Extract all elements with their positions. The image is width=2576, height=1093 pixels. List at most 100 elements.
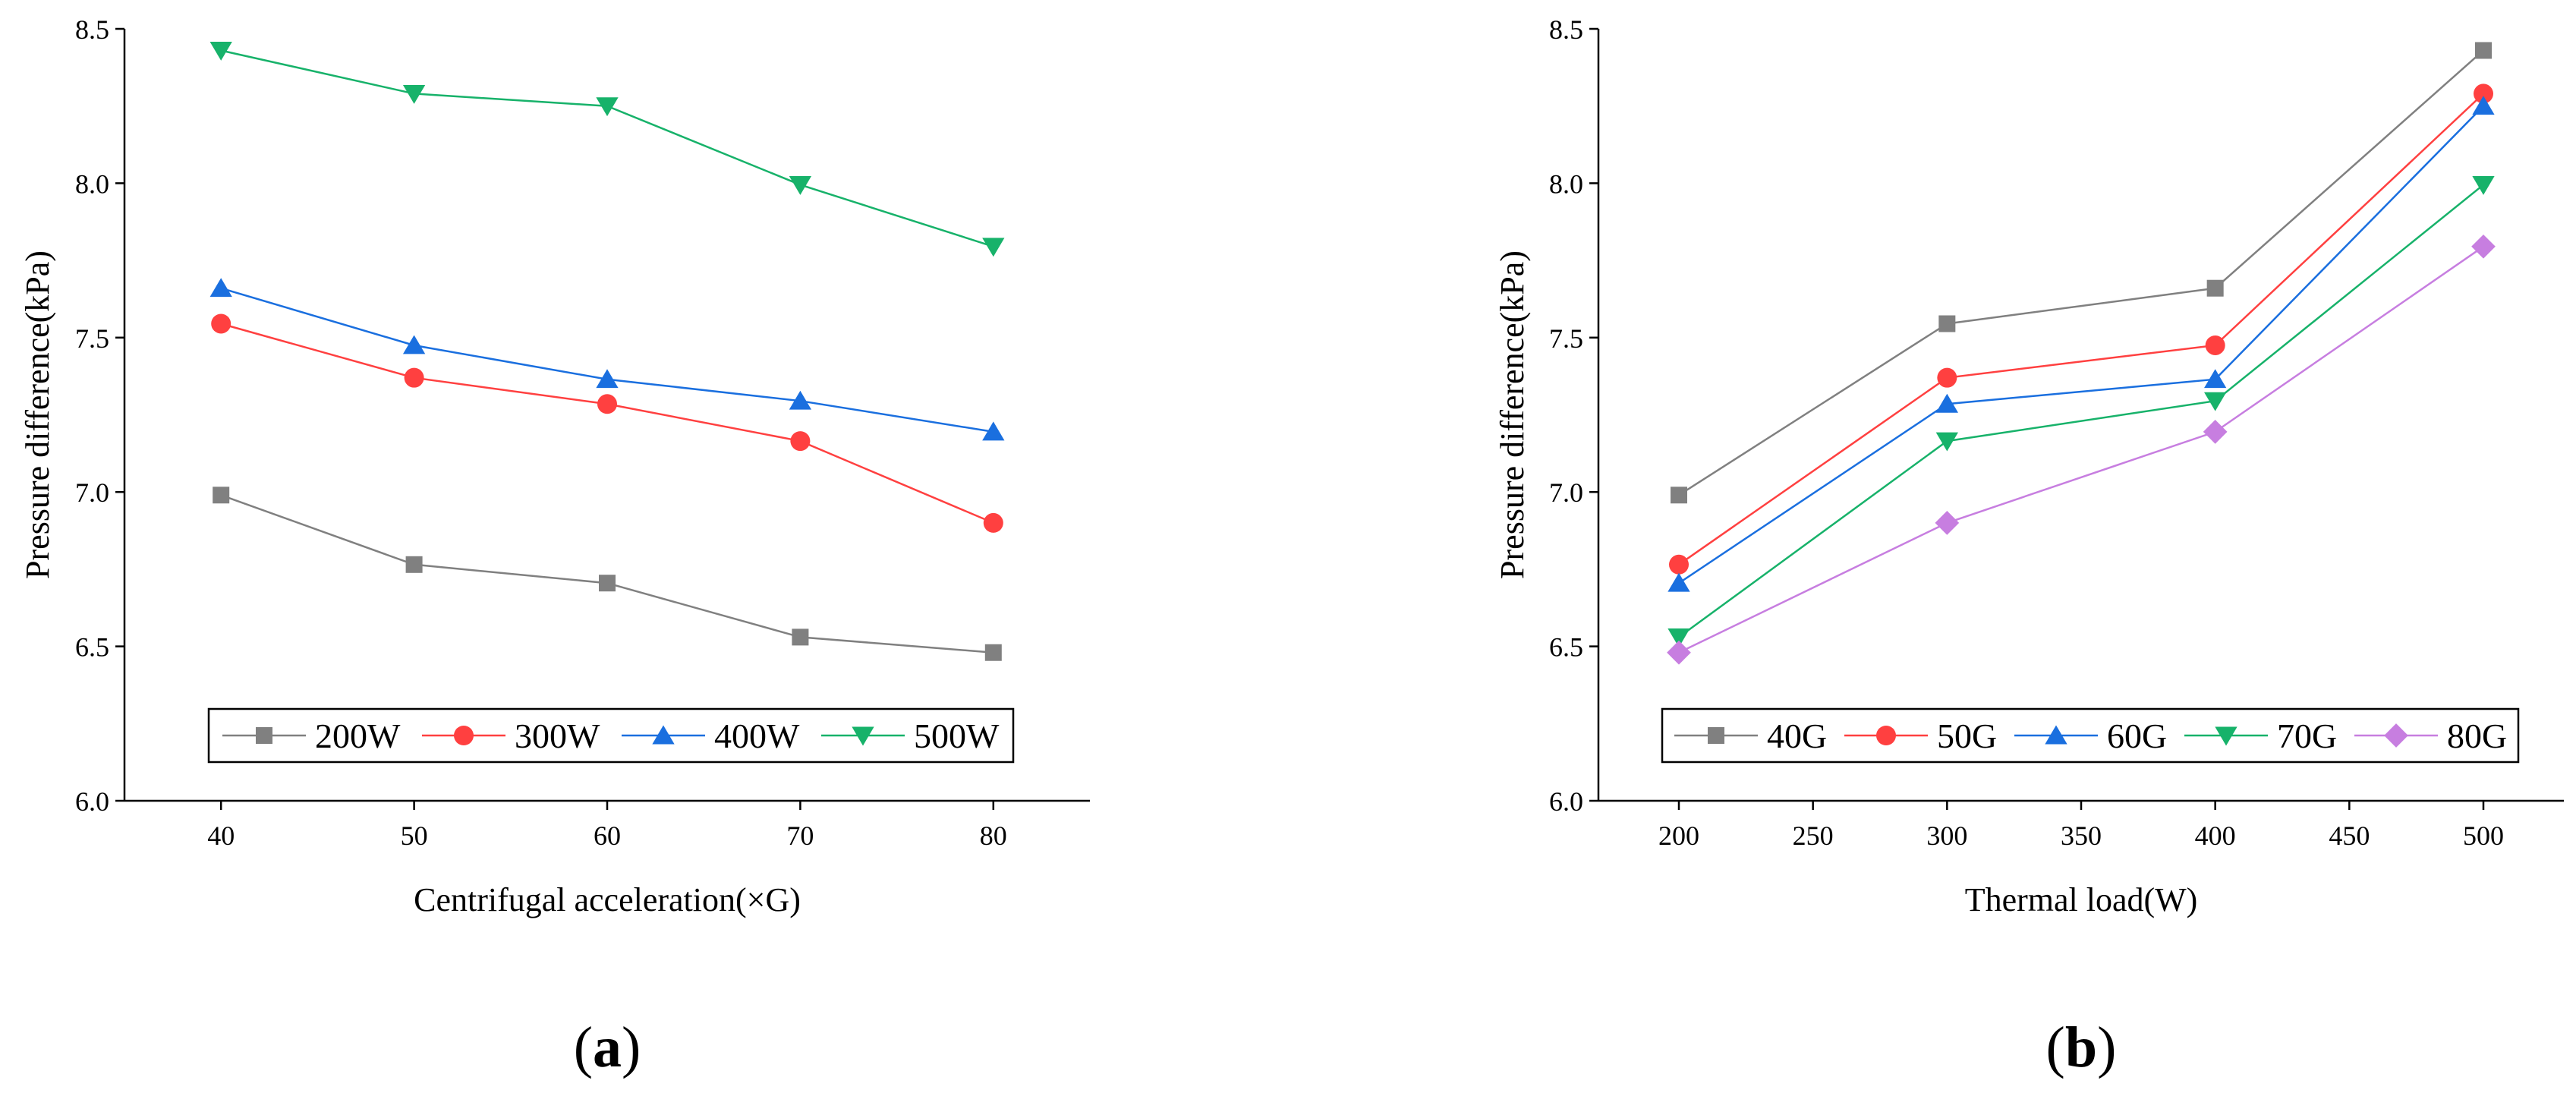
data-point — [1667, 572, 1690, 592]
x-tick-label: 300 — [1926, 821, 1967, 851]
y-tick-label: 6.5 — [1549, 632, 1583, 663]
y-tick-label: 7.0 — [1549, 477, 1583, 508]
legend-label: 70G — [2277, 717, 2337, 755]
data-point — [2475, 42, 2492, 59]
legend-label: 60G — [2107, 717, 2167, 755]
legend: 200W 300W 400W 500W — [207, 707, 1015, 764]
data-point — [402, 335, 426, 354]
panel-a-chart: 6.0 6.5 7.0 7.5 8.0 8.5 40 50 60 70 80 Centrifugal … — [19, 14, 1090, 1079]
data-point — [2474, 83, 2493, 104]
legend-marker — [2215, 726, 2237, 746]
data-point — [596, 97, 619, 117]
data-point — [790, 431, 811, 452]
legend-item-200W: 200W — [222, 717, 401, 755]
legend-item-50G: 50G — [1844, 717, 1997, 755]
data-point — [982, 421, 1005, 441]
series-line — [1678, 105, 2484, 584]
y-tick-label: 6.5 — [75, 632, 109, 663]
data-point — [983, 512, 1003, 533]
data-point — [405, 556, 423, 573]
panel-label: (a) — [574, 1016, 641, 1079]
series-80G — [1667, 234, 2496, 665]
x-tick-label: 250 — [1793, 821, 1834, 851]
data-point — [402, 84, 426, 104]
legend-label: 400W — [714, 717, 800, 755]
data-point — [982, 238, 1005, 257]
series-line — [220, 494, 994, 654]
legend-label: 500W — [914, 717, 1000, 755]
legend-item-80G: 80G — [2354, 717, 2507, 755]
data-point — [1935, 432, 1958, 452]
x-tick-label: 450 — [2329, 821, 2370, 851]
x-tick-label: 70 — [786, 821, 814, 851]
panel-b-chart: 6.0 6.5 7.0 7.5 8.0 8.5 200 250 300 350 400 450 500 T… — [1494, 14, 2564, 1079]
data-point — [596, 369, 619, 389]
series-line — [1678, 49, 2484, 496]
x-tick-label: 50 — [401, 821, 428, 851]
data-point — [1938, 315, 1956, 332]
legend-label: 40G — [1767, 717, 1827, 755]
x-tick-label: 40 — [207, 821, 235, 851]
data-point — [1669, 554, 1689, 575]
panel-label: (b) — [2046, 1016, 2117, 1079]
data-point — [1937, 367, 1957, 388]
data-point — [209, 42, 232, 61]
y-tick-label: 7.5 — [1549, 323, 1583, 354]
series-200W — [213, 487, 1002, 661]
y-tick-label: 8.5 — [75, 14, 109, 45]
series-300W — [211, 313, 1003, 533]
data-point — [2471, 234, 2496, 259]
data-point — [213, 487, 230, 504]
y-tick-label: 8.5 — [1549, 14, 1583, 45]
x-tick-label: 60 — [594, 821, 621, 851]
y-tick-label: 7.5 — [75, 323, 109, 354]
legend-item-70G: 70G — [2184, 717, 2337, 755]
series-400W — [209, 278, 1005, 441]
legend-marker — [1708, 727, 1724, 744]
data-point — [1667, 640, 1691, 665]
x-tick-label: 200 — [1658, 821, 1699, 851]
legend-item-300W: 300W — [422, 717, 600, 755]
data-point — [1671, 487, 1687, 504]
legend-marker — [454, 726, 474, 745]
series-500W — [209, 42, 1005, 257]
y-tick-label: 7.0 — [75, 477, 109, 508]
legend-item-500W: 500W — [821, 717, 1000, 755]
data-point — [599, 575, 616, 592]
series-line — [220, 323, 994, 524]
x-tick-label: 80 — [980, 821, 1007, 851]
x-axis-title: Centrifugal acceleration(×G) — [414, 881, 801, 918]
legend-item-60G: 60G — [2014, 717, 2167, 755]
y-axis-title: Pressure difference(kPa) — [19, 250, 56, 579]
data-point — [2472, 96, 2495, 115]
y-tick-label: 6.0 — [1549, 786, 1583, 817]
series-line — [220, 49, 994, 247]
series-line — [1678, 93, 2484, 565]
legend-marker — [256, 727, 272, 744]
legend-marker — [652, 725, 675, 745]
y-tick-label: 8.0 — [75, 169, 109, 199]
legend-label: 300W — [515, 717, 600, 755]
data-point — [2204, 369, 2227, 389]
data-point — [2204, 392, 2227, 411]
x-axis-title: Thermal load(W) — [1965, 881, 2198, 918]
y-tick-label: 6.0 — [75, 786, 109, 817]
y-axis-title: Pressure difference(kPa) — [1494, 250, 1531, 579]
series-line — [1678, 245, 2484, 654]
data-point — [404, 367, 424, 388]
data-point — [209, 278, 232, 298]
legend-label: 50G — [1937, 717, 1997, 755]
x-tick-label: 500 — [2463, 821, 2504, 851]
series-60G — [1667, 96, 2495, 592]
legend-marker — [2384, 723, 2408, 748]
series-line — [1678, 184, 2484, 638]
series-50G — [1669, 83, 2493, 575]
x-tick-label: 350 — [2061, 821, 2102, 851]
series-40G — [1671, 42, 2492, 504]
legend-marker — [2045, 725, 2067, 745]
data-point — [789, 390, 812, 410]
data-point — [211, 313, 231, 334]
data-point — [792, 628, 809, 646]
data-point — [789, 175, 812, 195]
